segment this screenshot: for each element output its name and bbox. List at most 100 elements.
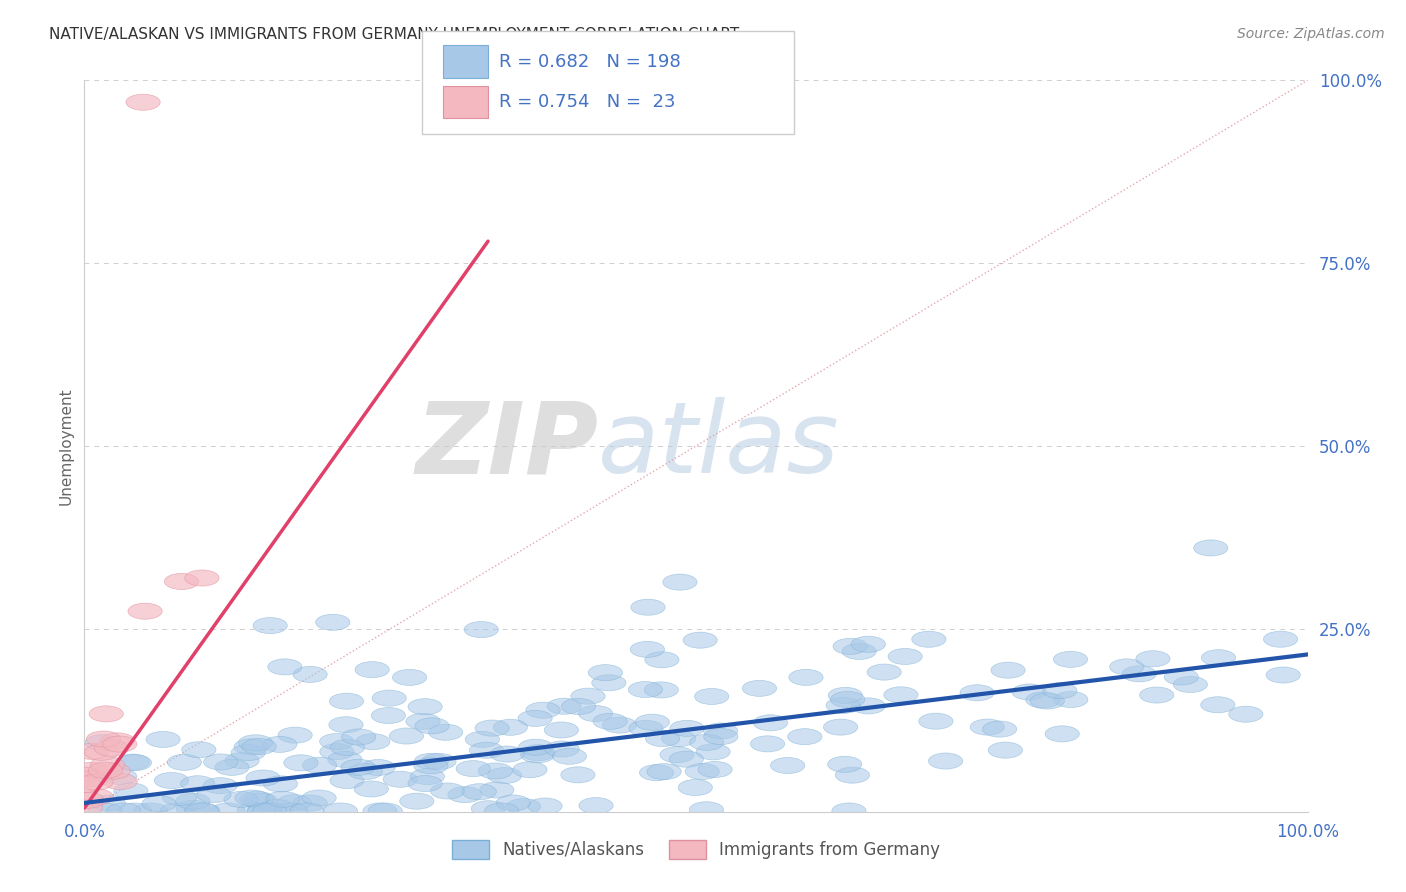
Ellipse shape xyxy=(851,698,886,714)
Ellipse shape xyxy=(184,570,219,586)
Ellipse shape xyxy=(835,767,869,783)
Ellipse shape xyxy=(155,772,188,789)
Ellipse shape xyxy=(513,762,547,778)
Ellipse shape xyxy=(408,698,443,714)
Ellipse shape xyxy=(579,797,613,814)
Ellipse shape xyxy=(392,669,427,685)
Ellipse shape xyxy=(683,632,717,648)
Ellipse shape xyxy=(96,763,131,780)
Ellipse shape xyxy=(832,639,868,655)
Ellipse shape xyxy=(75,743,108,759)
Ellipse shape xyxy=(356,733,389,749)
Ellipse shape xyxy=(1140,687,1174,703)
Ellipse shape xyxy=(176,793,209,809)
Ellipse shape xyxy=(165,574,198,590)
Ellipse shape xyxy=(631,599,665,615)
Ellipse shape xyxy=(689,802,724,818)
Ellipse shape xyxy=(79,789,114,805)
Ellipse shape xyxy=(84,744,118,760)
Ellipse shape xyxy=(114,783,148,799)
Ellipse shape xyxy=(239,735,273,751)
Ellipse shape xyxy=(1053,691,1088,707)
Ellipse shape xyxy=(519,739,553,756)
Ellipse shape xyxy=(960,685,994,701)
Ellipse shape xyxy=(247,803,281,819)
Ellipse shape xyxy=(988,742,1022,758)
Ellipse shape xyxy=(522,745,555,761)
Ellipse shape xyxy=(90,756,125,772)
Ellipse shape xyxy=(703,729,738,745)
Ellipse shape xyxy=(160,803,194,819)
Ellipse shape xyxy=(593,714,627,730)
Ellipse shape xyxy=(356,662,389,678)
Ellipse shape xyxy=(789,669,823,685)
Ellipse shape xyxy=(1164,669,1198,685)
Ellipse shape xyxy=(754,714,787,731)
Ellipse shape xyxy=(274,803,308,819)
Ellipse shape xyxy=(231,745,266,761)
Ellipse shape xyxy=(69,799,103,815)
Ellipse shape xyxy=(422,754,456,770)
Ellipse shape xyxy=(647,764,682,780)
Ellipse shape xyxy=(70,792,104,808)
Ellipse shape xyxy=(235,790,269,806)
Ellipse shape xyxy=(983,721,1017,737)
Ellipse shape xyxy=(506,798,541,814)
Ellipse shape xyxy=(302,757,336,773)
Ellipse shape xyxy=(89,706,124,722)
Ellipse shape xyxy=(1045,726,1080,742)
Ellipse shape xyxy=(267,659,302,675)
Ellipse shape xyxy=(290,803,323,819)
Ellipse shape xyxy=(127,95,160,111)
Ellipse shape xyxy=(659,747,695,763)
Ellipse shape xyxy=(669,720,704,737)
Ellipse shape xyxy=(415,753,449,769)
Ellipse shape xyxy=(202,778,238,794)
Ellipse shape xyxy=(142,796,176,812)
Ellipse shape xyxy=(851,636,886,652)
Ellipse shape xyxy=(911,632,946,648)
Ellipse shape xyxy=(592,674,626,690)
Ellipse shape xyxy=(180,776,215,792)
Ellipse shape xyxy=(354,780,388,797)
Ellipse shape xyxy=(571,688,605,704)
Ellipse shape xyxy=(628,720,664,737)
Ellipse shape xyxy=(546,741,579,757)
Ellipse shape xyxy=(640,764,673,780)
Ellipse shape xyxy=(103,773,138,789)
Ellipse shape xyxy=(470,742,503,758)
Ellipse shape xyxy=(319,744,354,760)
Ellipse shape xyxy=(685,764,720,780)
Ellipse shape xyxy=(696,744,730,760)
Ellipse shape xyxy=(463,784,496,800)
Ellipse shape xyxy=(465,731,499,747)
Ellipse shape xyxy=(630,641,665,657)
Ellipse shape xyxy=(479,782,515,798)
Ellipse shape xyxy=(1136,651,1170,667)
Ellipse shape xyxy=(742,681,776,697)
Ellipse shape xyxy=(107,803,141,819)
Ellipse shape xyxy=(91,795,125,811)
Ellipse shape xyxy=(636,714,669,731)
Ellipse shape xyxy=(184,803,218,819)
Ellipse shape xyxy=(292,666,328,682)
Ellipse shape xyxy=(645,652,679,668)
Ellipse shape xyxy=(889,648,922,665)
Ellipse shape xyxy=(167,755,201,771)
Ellipse shape xyxy=(751,736,785,752)
Ellipse shape xyxy=(430,783,464,799)
Ellipse shape xyxy=(928,753,963,769)
Ellipse shape xyxy=(328,751,361,767)
Ellipse shape xyxy=(246,770,280,786)
Ellipse shape xyxy=(1053,651,1088,667)
Text: atlas: atlas xyxy=(598,398,839,494)
Ellipse shape xyxy=(703,723,738,739)
Ellipse shape xyxy=(488,767,522,783)
Ellipse shape xyxy=(1026,692,1060,708)
Ellipse shape xyxy=(578,706,613,722)
Ellipse shape xyxy=(361,759,395,775)
Ellipse shape xyxy=(316,615,350,631)
Ellipse shape xyxy=(239,791,274,807)
Ellipse shape xyxy=(253,617,287,633)
Ellipse shape xyxy=(770,757,804,773)
